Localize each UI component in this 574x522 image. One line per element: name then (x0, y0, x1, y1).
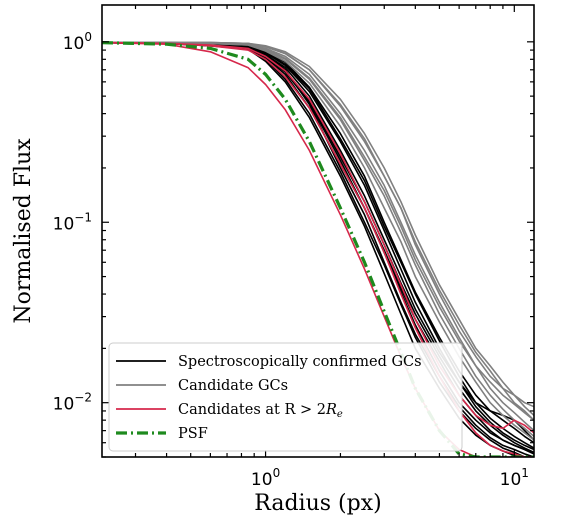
legend-box (108, 342, 463, 452)
series-line-spectroscopically-confirmed-gcs-8 (102, 41, 534, 441)
series-line-candidate-gcs-14 (102, 41, 534, 421)
x-axis-label: Radius (px) (254, 491, 381, 516)
x-tick-label: 101 (500, 466, 529, 490)
plot-frame (101, 4, 535, 458)
series-line-candidate-gcs-16 (102, 41, 534, 408)
y-tick-label: 10−2 (53, 391, 92, 415)
legend-label: PSF (178, 426, 208, 442)
y-tick-label: 10−1 (53, 210, 92, 234)
series-line-candidates-at-r-2r-e-18 (102, 41, 534, 457)
series-line-candidate-gcs-15 (102, 41, 534, 441)
series-layer (102, 41, 534, 457)
series-line-psf-20 (102, 41, 534, 457)
y-axis-label: Normalised Flux (11, 138, 36, 324)
legend-label: Spectroscopically confirmed GCs (178, 354, 422, 370)
legend: Spectroscopically confirmed GCs Candidate… (108, 342, 463, 452)
y-tick-label: 100 (63, 30, 92, 54)
series-line-candidates-at-r-2r-e-17 (102, 41, 534, 457)
series-line-candidates-at-r-2r-e-19 (102, 41, 534, 434)
legend-label: Candidate GCs (178, 378, 288, 394)
legend-label: Candidates at R > 2Re (178, 402, 343, 420)
x-tick-label: 100 (251, 466, 280, 490)
ticks-layer: 100 101 100 10−1 10−2 (53, 5, 534, 490)
